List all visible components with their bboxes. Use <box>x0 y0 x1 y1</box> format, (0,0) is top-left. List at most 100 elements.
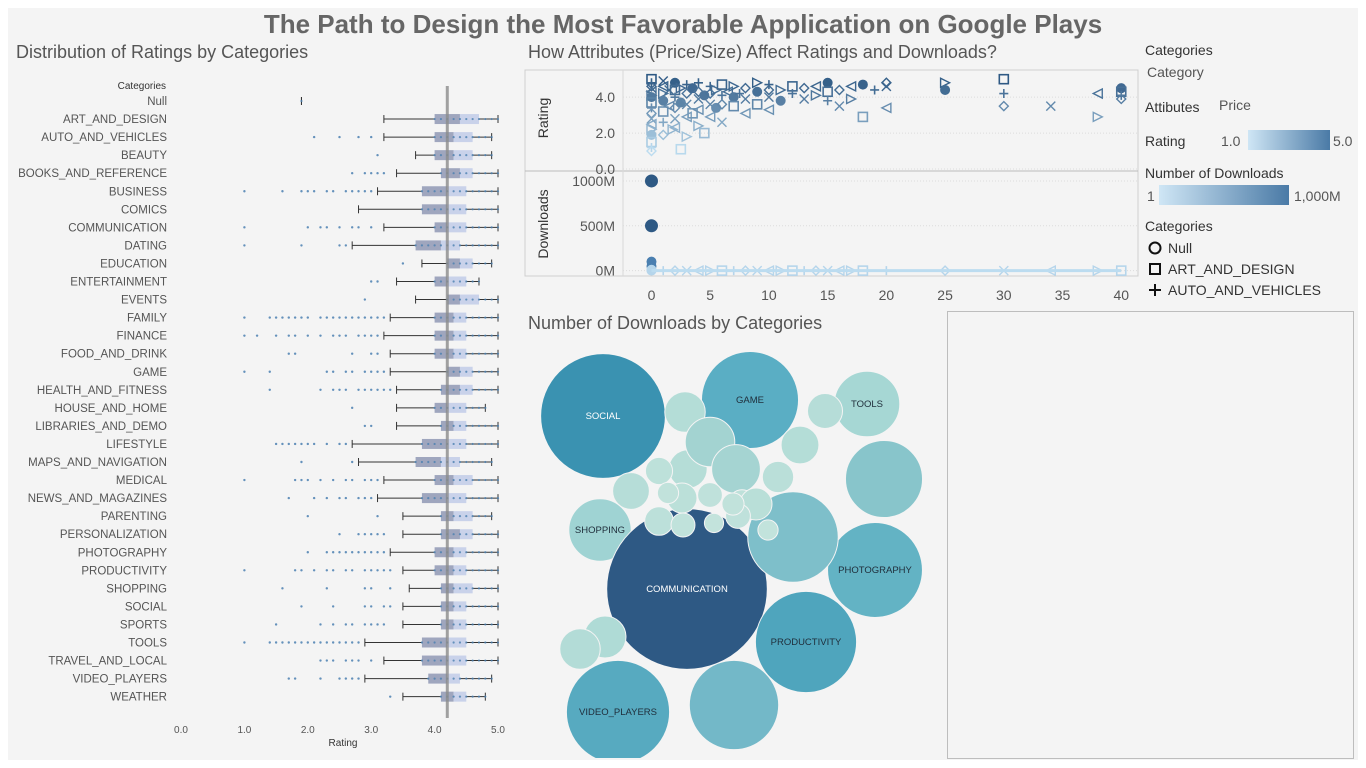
rating-dot <box>496 244 500 247</box>
rating-dot <box>471 388 474 391</box>
downloads-axis-label: Downloads <box>535 189 551 258</box>
box-art-and-design <box>383 114 500 125</box>
outlier-dot <box>382 605 386 608</box>
rating-dot <box>458 208 462 211</box>
outlier-dot <box>382 316 386 319</box>
data-point-diamond <box>704 88 716 100</box>
rating-dot <box>484 533 487 536</box>
outlier-dot <box>363 496 367 500</box>
outlier-dot <box>376 153 379 157</box>
outlier-dot <box>319 226 322 229</box>
y-tick-label: 1000M <box>572 173 615 189</box>
outlier-dot <box>319 388 322 391</box>
box-finance <box>243 330 500 341</box>
data-point-square <box>716 79 728 90</box>
rating-dot <box>471 641 474 644</box>
x-tick-label: 0 <box>648 287 656 303</box>
outlier-dot <box>382 623 386 626</box>
rating-dot <box>420 497 424 500</box>
rating-dot <box>484 262 487 265</box>
data-point-triangle-left <box>739 107 751 119</box>
outlier-dot <box>338 641 341 644</box>
outlier-dot <box>312 569 316 572</box>
outlier-dot <box>312 190 316 193</box>
outlier-dot <box>363 370 367 373</box>
box-video-players <box>287 673 493 684</box>
outlier-dot <box>293 478 297 482</box>
outlier-dot <box>370 370 373 373</box>
rating-dot <box>471 551 474 554</box>
data-point-triangle-left <box>645 118 657 130</box>
outlier-dot <box>363 334 367 337</box>
rating-dot <box>496 533 500 536</box>
box-business <box>243 186 500 197</box>
outlier-dot <box>363 605 367 608</box>
rating-dot <box>433 442 436 446</box>
bubble-label: GAME <box>736 395 764 406</box>
legend-rating-max: 5.0 <box>1333 133 1353 149</box>
y-tick-label: 500M <box>580 218 615 234</box>
category-label: LIBRARIES_AND_DEMO <box>35 421 167 433</box>
box-upper <box>447 493 467 504</box>
ratings-boxplot-chart: Categories Null ART_AND_DESIGN AUTO_AND_VE… <box>18 81 505 749</box>
rating-dot <box>477 334 481 337</box>
rating-dot <box>439 478 443 482</box>
data-point-square <box>822 86 833 98</box>
legend-downloads-max: 1,000M <box>1294 188 1341 204</box>
outlier-dot <box>293 316 297 319</box>
outlier-dot <box>357 316 360 319</box>
x-tick-label: 5 <box>706 287 714 303</box>
rating-dot <box>496 190 500 193</box>
rating-dot <box>477 659 481 662</box>
rating-dot <box>458 388 462 391</box>
rating-dot <box>465 569 468 572</box>
outlier-dot <box>363 533 367 536</box>
box-lower <box>440 384 460 395</box>
rating-dot <box>465 533 468 536</box>
rating-dot <box>477 190 481 193</box>
legend-attributes-value[interactable]: Price <box>1219 97 1251 113</box>
data-point-circle <box>857 79 868 90</box>
outlier-dot <box>370 533 373 536</box>
legend-categories-value[interactable]: Category <box>1147 64 1204 80</box>
data-point-plus <box>735 89 745 99</box>
x-tick-label: 20 <box>879 287 895 303</box>
outlier-dot <box>281 442 284 446</box>
rating-dot <box>484 478 487 482</box>
box-upper <box>459 114 479 125</box>
rating-dot <box>458 316 462 319</box>
outlier-dot <box>268 370 271 373</box>
outlier-dot <box>376 533 379 536</box>
downloads-bubble-chart: SOCIAL GAME TOOLS SHOPPING COMMUNICATION PHOT… <box>540 350 924 758</box>
rating-dot <box>471 533 474 536</box>
data-point-cross <box>716 117 727 128</box>
rating-dot <box>471 587 474 590</box>
outlier-dot <box>306 442 309 446</box>
category-bubble <box>747 491 839 583</box>
category-bubble <box>644 456 674 486</box>
outlier-dot <box>243 569 246 572</box>
box-communication <box>243 222 500 233</box>
downloads-color-ramp <box>1159 185 1289 205</box>
outlier-dot <box>331 569 335 572</box>
category-label: HOUSE_AND_HOME <box>55 403 168 415</box>
rating-dot <box>439 424 443 427</box>
category-bubble <box>670 512 696 538</box>
category-label: FAMILY <box>127 313 167 325</box>
outlier-dot <box>370 316 373 319</box>
box-productivity <box>243 565 500 576</box>
outlier-dot <box>344 334 348 337</box>
outlier-dot <box>287 496 290 500</box>
rating-dot <box>484 208 487 211</box>
rating-dot <box>433 460 436 464</box>
rating-dot <box>471 190 474 193</box>
x-tick-label: 3.0 <box>364 725 378 736</box>
rating-dot <box>465 280 468 283</box>
data-point-square <box>728 100 739 112</box>
rating-dot <box>471 460 474 464</box>
rating-dot <box>490 641 493 644</box>
video-players-bubble <box>565 659 671 758</box>
data-point-triangle-right <box>751 77 764 89</box>
rating-dot <box>433 316 436 319</box>
rating-dot <box>471 244 474 247</box>
